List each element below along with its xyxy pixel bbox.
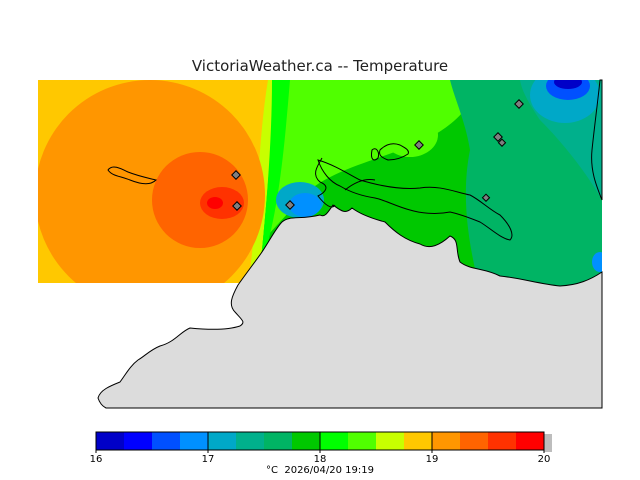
weather-stations — [231, 99, 524, 211]
station-marker[interactable] — [232, 201, 242, 211]
legend-swatch — [488, 432, 516, 450]
legend-tick-label: 17 — [201, 454, 215, 465]
station-marker[interactable] — [514, 99, 524, 109]
land — [97, 79, 603, 409]
legend-swatch — [516, 432, 544, 450]
station-marker[interactable] — [493, 132, 503, 142]
station-marker[interactable] — [481, 193, 491, 202]
legend-swatch — [460, 432, 488, 450]
legend-swatch — [236, 432, 264, 450]
station-marker[interactable] — [497, 138, 507, 147]
legend-swatch — [208, 432, 236, 450]
legend-swatch — [432, 432, 460, 450]
legend-tick-label: 18 — [313, 454, 327, 465]
legend-swatch — [96, 432, 124, 450]
unit-label: °C — [266, 465, 278, 476]
map-title: VictoriaWeather.ca -- Temperature — [191, 57, 449, 75]
legend-swatch — [180, 432, 208, 450]
station-marker[interactable] — [231, 170, 241, 180]
timestamp: 2026/04/20 19:19 — [284, 465, 374, 476]
legend-tick-label: 16 — [89, 454, 103, 465]
legend-swatch — [124, 432, 152, 450]
station-marker[interactable] — [285, 200, 295, 210]
station-marker[interactable] — [414, 140, 424, 150]
legend-swatch — [152, 432, 180, 450]
legend-caption: °C 2026/04/20 19:19 — [0, 465, 640, 476]
coastline — [107, 148, 379, 208]
color-legend — [95, 431, 552, 453]
legend-swatch — [404, 432, 432, 450]
legend-swatch — [320, 432, 348, 450]
legend-swatch — [348, 432, 376, 450]
legend-tick-label: 19 — [425, 454, 439, 465]
legend-swatch — [264, 432, 292, 450]
legend-swatch — [376, 432, 404, 450]
legend-shadow — [544, 434, 552, 452]
legend-swatch — [292, 432, 320, 450]
legend-tick-label: 20 — [537, 454, 551, 465]
